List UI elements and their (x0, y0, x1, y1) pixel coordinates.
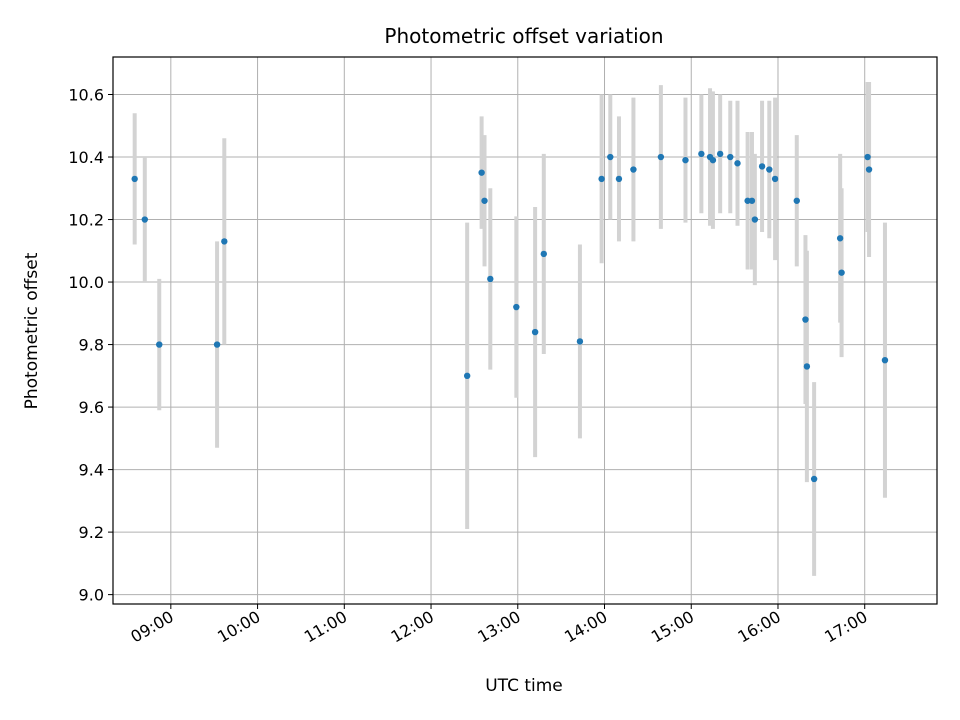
y-tick-label: 10.4 (68, 148, 104, 167)
x-tick-label: 13:00 (474, 607, 523, 647)
data-point (657, 153, 665, 161)
data-point (615, 175, 623, 183)
data-point (463, 372, 471, 380)
data-point (682, 156, 689, 164)
data-point (698, 150, 705, 158)
data-point (213, 341, 221, 348)
y-tick-label: 10.0 (68, 273, 104, 292)
data-point (540, 250, 547, 258)
data-point (803, 363, 811, 370)
error-bars (132, 82, 887, 576)
data-point (758, 163, 766, 170)
data-point (751, 216, 759, 223)
y-tick-label: 10.2 (68, 211, 104, 230)
x-tick-label: 14:00 (561, 607, 610, 647)
data-point (487, 275, 494, 283)
y-tick-label: 10.6 (68, 86, 104, 105)
data-point (734, 160, 741, 167)
data-point (865, 166, 873, 173)
y-axis-ticks: 9.0 9.2 9.4 9.6 9.8 10.0 10.2 10.4 10.6 (68, 86, 113, 605)
data-point (881, 356, 889, 364)
y-tick-label: 9.2 (79, 523, 104, 542)
data-point (748, 197, 756, 204)
x-tick-label: 10:00 (214, 607, 263, 647)
x-tick-label: 15:00 (648, 607, 697, 647)
y-tick-label: 9.0 (79, 586, 104, 605)
y-tick-label: 9.8 (79, 336, 104, 355)
x-axis-title: UTC time (485, 676, 563, 696)
x-tick-label: 16:00 (735, 607, 784, 647)
data-point (531, 328, 539, 336)
grid (113, 57, 937, 604)
y-tick-label: 9.4 (79, 461, 104, 480)
y-tick-label: 9.6 (79, 398, 104, 417)
x-tick-label: 09:00 (127, 607, 176, 647)
data-point (766, 166, 773, 173)
data-point (481, 197, 488, 204)
data-point (709, 156, 717, 164)
chart-title: Photometric offset variation (384, 24, 663, 48)
data-point (810, 475, 818, 483)
data-point (802, 316, 809, 323)
data-point (131, 175, 138, 183)
data-points (131, 150, 889, 483)
x-tick-label: 11:00 (301, 607, 350, 647)
x-tick-label: 12:00 (388, 607, 437, 647)
data-point (513, 303, 520, 311)
data-point (727, 153, 734, 161)
data-point (864, 153, 871, 161)
y-axis-title: Photometric offset (22, 252, 42, 409)
data-point (156, 341, 163, 348)
data-point (630, 166, 637, 173)
data-point (836, 235, 844, 242)
data-point (716, 150, 724, 158)
data-point (221, 238, 228, 245)
x-tick-label: 17:00 (821, 607, 870, 647)
data-point (793, 197, 800, 204)
x-axis-ticks: 09:00 10:00 11:00 12:00 13:00 14:00 15:00 16:00… (127, 604, 871, 647)
data-point (141, 216, 149, 223)
data-point (607, 153, 614, 161)
plot-frame (112, 56, 938, 605)
data-point (598, 175, 605, 183)
data-point (576, 338, 584, 345)
data-point (478, 169, 485, 176)
data-point (838, 269, 845, 276)
data-point (771, 175, 779, 183)
